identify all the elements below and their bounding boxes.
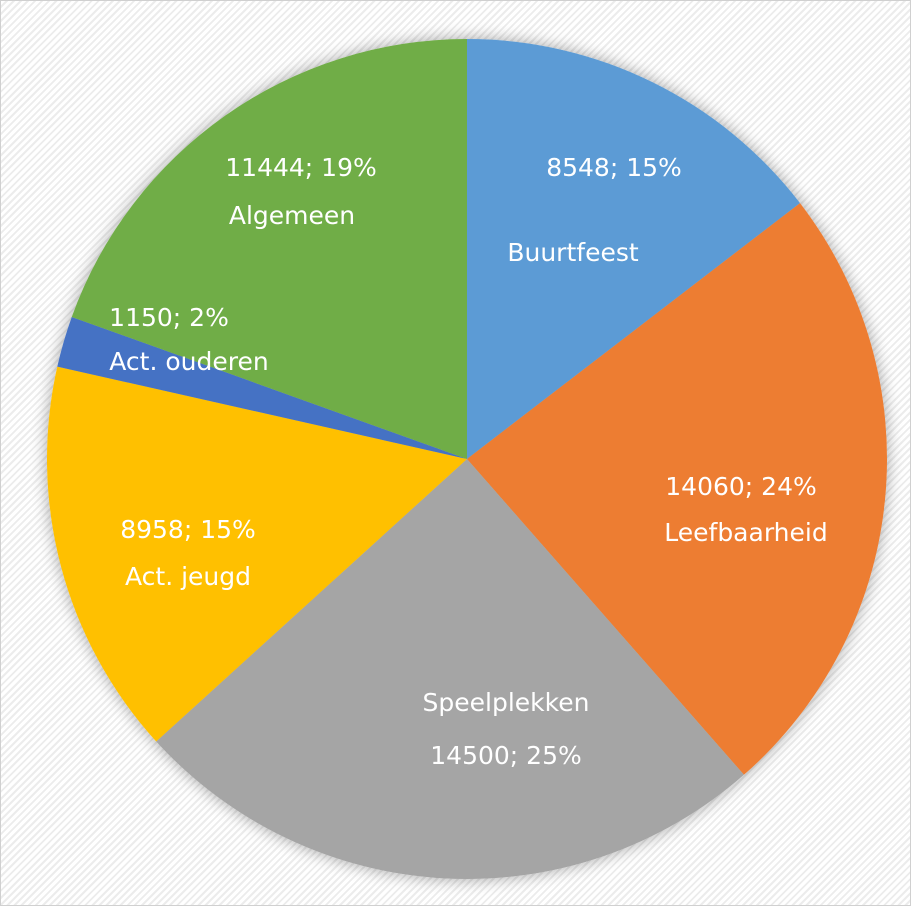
data-label: 8958; 15%: [120, 515, 256, 544]
category-label: Speelplekken: [423, 688, 590, 717]
pie: [46, 39, 887, 880]
category-label: Leefbaarheid: [664, 518, 827, 547]
pie-slice: [467, 39, 801, 459]
pie-slice: [46, 366, 467, 742]
pie-slice: [467, 203, 887, 775]
data-label: 1150; 2%: [109, 303, 229, 332]
pie-slice: [156, 459, 744, 880]
data-label: 14060; 24%: [665, 472, 816, 501]
data-label: 8548; 15%: [546, 153, 682, 182]
category-label: Act. ouderen: [109, 347, 268, 376]
pie-slice: [57, 316, 467, 459]
data-label: 14500; 25%: [430, 741, 581, 770]
pie-slice: [71, 39, 467, 459]
category-label: Algemeen: [229, 201, 355, 230]
category-label: Act. jeugd: [125, 562, 251, 591]
category-label: Buurtfeest: [507, 238, 639, 267]
data-label: 11444; 19%: [225, 153, 376, 182]
